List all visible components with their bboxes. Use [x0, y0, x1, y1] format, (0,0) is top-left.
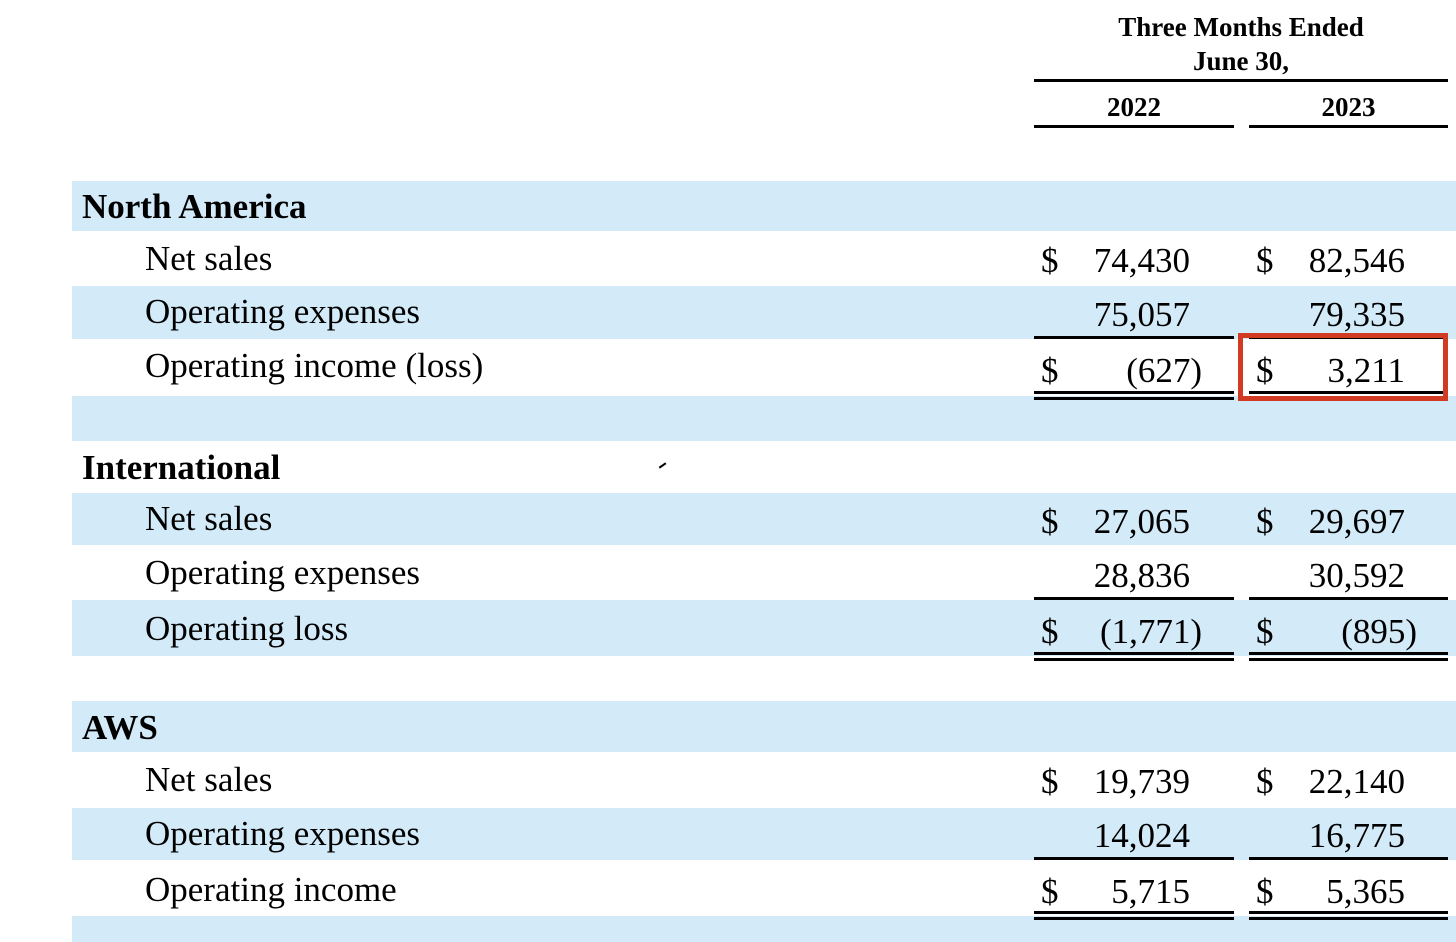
subtotal-rule [1034, 597, 1234, 600]
dollar-sign: $ [1041, 351, 1059, 390]
row-label-intl-net-sales: Net sales [145, 499, 273, 538]
dollar-sign: $ [1041, 241, 1059, 280]
value-na-net-sales-2022: 74,430 [1093, 241, 1190, 280]
stray-mark [658, 462, 670, 473]
value-aws-net-sales-2022: 19,739 [1093, 762, 1190, 801]
total-double-rule [1249, 391, 1448, 394]
total-double-rule [1249, 917, 1448, 920]
value-intl-net-sales-2022: 27,065 [1093, 502, 1190, 541]
dollar-sign: $ [1041, 762, 1059, 801]
subtotal-rule [1249, 597, 1448, 600]
section-north-america: North America [82, 187, 307, 226]
subtotal-rule [1249, 857, 1448, 860]
band-aws-spacer [72, 916, 1456, 942]
value-na-op-income-2023: 3,211 [1327, 351, 1405, 390]
value-na-op-income-2022: (627) [1126, 351, 1202, 390]
value-aws-op-income-2022: 5,715 [1111, 872, 1190, 911]
year-2023-header: 2023 [1321, 92, 1376, 122]
value-intl-opex-2022: 28,836 [1093, 556, 1190, 595]
row-label-na-opex: Operating expenses [145, 292, 421, 331]
total-double-rule [1034, 391, 1234, 394]
band-north-america-header [72, 181, 1456, 231]
value-aws-op-income-2023: 5,365 [1326, 872, 1405, 911]
total-double-rule [1034, 917, 1234, 920]
dollar-sign: $ [1256, 241, 1274, 280]
band-intl-op-loss [72, 600, 1456, 656]
value-intl-net-sales-2023: 29,697 [1308, 502, 1405, 541]
dollar-sign: $ [1256, 612, 1274, 651]
value-na-opex-2022: 75,057 [1093, 295, 1190, 334]
band-na-spacer [72, 396, 1456, 441]
dollar-sign: $ [1041, 612, 1059, 651]
total-double-rule [1249, 652, 1448, 655]
value-na-opex-2023: 79,335 [1308, 295, 1405, 334]
band-na-opex [72, 286, 1456, 339]
value-aws-opex-2022: 14,024 [1093, 816, 1190, 855]
section-aws: AWS [82, 708, 158, 747]
year-2022-header: 2022 [1107, 92, 1161, 122]
total-double-rule [1034, 658, 1234, 661]
band-aws-header [72, 701, 1456, 752]
dollar-sign: $ [1256, 872, 1274, 911]
row-label-aws-net-sales: Net sales [145, 760, 273, 799]
row-label-na-net-sales: Net sales [145, 239, 273, 278]
band-intl-net-sales [72, 493, 1456, 545]
dollar-sign: $ [1041, 502, 1059, 541]
highlight-box-na-op-income-2023 [1238, 333, 1448, 401]
value-intl-op-loss-2023: (895) [1341, 612, 1417, 651]
row-label-aws-op-income: Operating income [145, 870, 397, 909]
period-title-line1: Three Months Ended [1118, 12, 1364, 42]
value-intl-opex-2023: 30,592 [1308, 556, 1405, 595]
subtotal-rule [1034, 336, 1234, 339]
year-2022-underline [1034, 125, 1234, 128]
total-double-rule [1034, 652, 1234, 655]
total-double-rule [1034, 911, 1234, 914]
row-label-intl-opex: Operating expenses [145, 553, 421, 592]
band-aws-opex [72, 808, 1456, 860]
value-na-net-sales-2023: 82,546 [1308, 241, 1405, 280]
total-double-rule [1249, 911, 1448, 914]
value-aws-opex-2023: 16,775 [1308, 816, 1405, 855]
value-intl-op-loss-2022: (1,771) [1099, 612, 1202, 651]
dollar-sign: $ [1256, 502, 1274, 541]
section-international: International [82, 448, 281, 487]
value-aws-net-sales-2023: 22,140 [1308, 762, 1405, 801]
total-double-rule [1034, 397, 1234, 400]
row-label-intl-op-loss: Operating loss [145, 609, 349, 648]
period-title-line2: June 30, [1192, 46, 1290, 76]
header-rule [1034, 79, 1448, 82]
dollar-sign: $ [1256, 351, 1274, 390]
subtotal-rule [1034, 857, 1234, 860]
dollar-sign: $ [1256, 762, 1274, 801]
row-label-aws-opex: Operating expenses [145, 814, 421, 853]
total-double-rule [1249, 658, 1448, 661]
year-2023-underline [1249, 125, 1448, 128]
dollar-sign: $ [1041, 872, 1059, 911]
row-label-na-op-income: Operating income (loss) [145, 346, 484, 385]
